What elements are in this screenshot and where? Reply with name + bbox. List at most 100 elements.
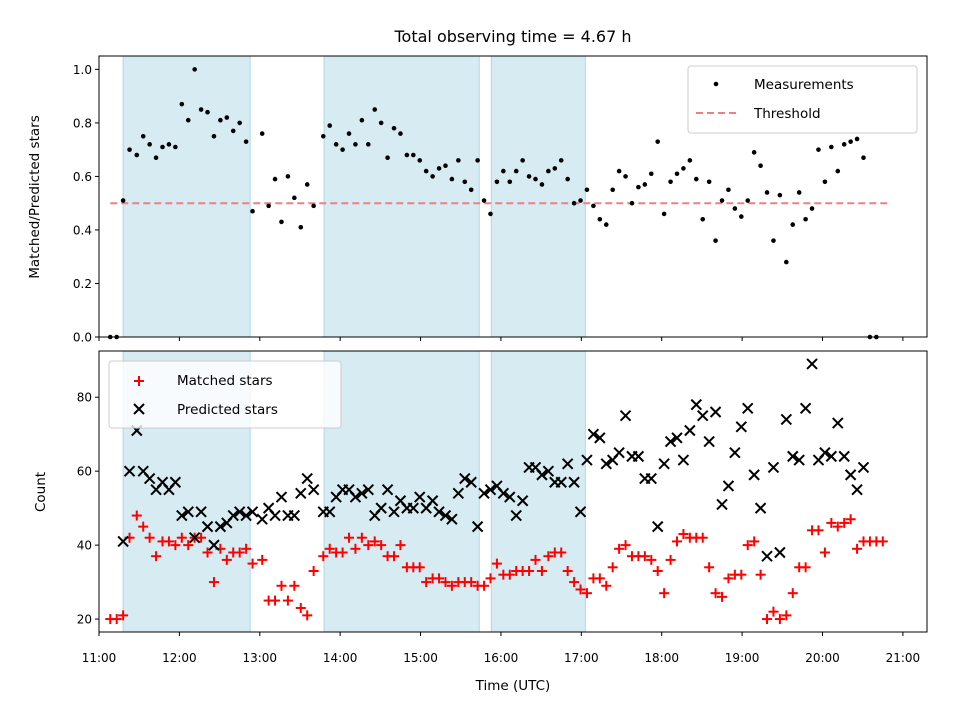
matched-star-point	[163, 536, 174, 547]
matched-star-point	[504, 569, 515, 580]
matched-star-point	[466, 577, 477, 588]
measurement-point	[279, 219, 284, 225]
predicted-star-point	[381, 483, 394, 496]
matched-star-point	[646, 554, 657, 565]
predicted-star-point	[722, 480, 735, 492]
measurement-point	[578, 198, 583, 203]
measurement-point	[584, 187, 590, 193]
matched-star-point	[717, 591, 728, 602]
ratio-ytick-label: 0.6	[73, 170, 92, 184]
measurement-point	[411, 152, 416, 158]
predicted-star-point	[176, 509, 188, 522]
predicted-star-point	[844, 469, 857, 481]
measurement-point	[366, 142, 371, 147]
count-ytick-label: 60	[77, 465, 92, 479]
predicted-star-point	[288, 509, 301, 522]
predicted-star-point	[735, 421, 748, 433]
predicted-star-point	[301, 472, 313, 485]
predicted-star-point	[729, 446, 741, 459]
matched-star-point	[614, 543, 625, 554]
count-xtick-label: 17:00	[564, 651, 599, 665]
measurement-point	[629, 200, 635, 206]
measurement-point	[404, 152, 410, 158]
matched-star-point	[819, 547, 830, 558]
measurement-point	[160, 144, 165, 150]
measurement-point	[266, 203, 271, 209]
predicted-star-point	[465, 476, 477, 488]
matched-star-point	[247, 558, 258, 569]
matched-star-point	[440, 577, 451, 588]
matched-star-point	[581, 588, 592, 599]
measurement-point	[558, 158, 564, 163]
predicted-star-point	[349, 491, 362, 503]
predicted-star-point	[716, 498, 728, 511]
matched-star-point	[665, 554, 676, 565]
measurement-point	[456, 158, 461, 163]
ratio-ytick-label: 0.4	[73, 223, 92, 237]
matched-star-point	[111, 614, 122, 625]
matched-star-point	[620, 540, 631, 551]
measurement-point	[745, 198, 751, 203]
measurement-point	[751, 150, 757, 155]
matched-star-point	[839, 517, 850, 528]
count-xtick-label: 19:00	[725, 651, 760, 665]
measurement-point	[218, 117, 223, 123]
predicted-star-point	[684, 424, 696, 437]
measurement-point	[829, 144, 834, 150]
matched-star-point	[575, 584, 586, 595]
measurement-point	[468, 187, 474, 193]
matched-star-point	[276, 580, 287, 591]
predicted-star-point	[536, 469, 548, 481]
measurement-point	[771, 238, 776, 243]
matched-star-point	[678, 529, 689, 540]
count-y-axis-label: Count	[33, 472, 49, 512]
predicted-star-point	[774, 546, 786, 559]
matched-star-point	[131, 510, 142, 521]
ratio-legend: Measurements Threshold	[687, 65, 918, 134]
measurement-point	[784, 259, 789, 265]
predicted-star-point	[123, 465, 136, 477]
measurement-point	[346, 131, 352, 136]
measurement-point	[224, 115, 230, 120]
predicted-star-point	[414, 491, 426, 503]
matched-star-point	[395, 540, 406, 551]
measurement-point	[134, 152, 140, 158]
measurement-point	[726, 187, 731, 193]
legend-predicted-marker	[133, 403, 145, 415]
measurement-point	[140, 133, 146, 139]
predicted-star-point	[362, 483, 375, 496]
matched-star-point	[414, 562, 425, 573]
predicted-star-point	[574, 506, 587, 518]
measurement-point	[841, 142, 847, 147]
predicted-star-point	[143, 472, 156, 485]
predicted-star-point	[426, 495, 439, 507]
matched-star-point	[446, 580, 457, 591]
matched-star-point	[832, 521, 843, 532]
measurement-point	[513, 168, 519, 174]
measurement-point	[796, 190, 802, 195]
matched-star-point	[221, 554, 232, 565]
matched-star-point	[257, 554, 268, 565]
measurement-point	[591, 203, 596, 209]
measurement-point	[861, 155, 866, 160]
count-panel: 20 40 60 80 11:00 12:00 13:00 14:00 15:00 16:00 1…	[33, 350, 928, 694]
predicted-star-point	[388, 506, 400, 518]
matched-star-point	[234, 547, 245, 558]
matched-star-point	[479, 580, 490, 591]
measurement-point	[237, 120, 242, 126]
predicted-star-point	[201, 520, 214, 533]
count-xtick-label: 14:00	[323, 651, 358, 665]
measurement-point	[642, 182, 648, 187]
matched-star-point	[282, 595, 293, 606]
matched-star-point	[813, 525, 824, 536]
measurement-point	[353, 142, 358, 147]
matched-star-point	[697, 532, 708, 543]
x-axis-label: Time (UTC)	[475, 678, 551, 694]
matched-star-point	[118, 610, 129, 621]
predicted-star-point	[825, 450, 838, 463]
measurement-point	[661, 211, 667, 217]
predicted-star-point	[787, 450, 799, 463]
matched-star-point	[196, 532, 207, 543]
measurement-point	[790, 222, 796, 227]
matched-star-point	[736, 569, 747, 580]
